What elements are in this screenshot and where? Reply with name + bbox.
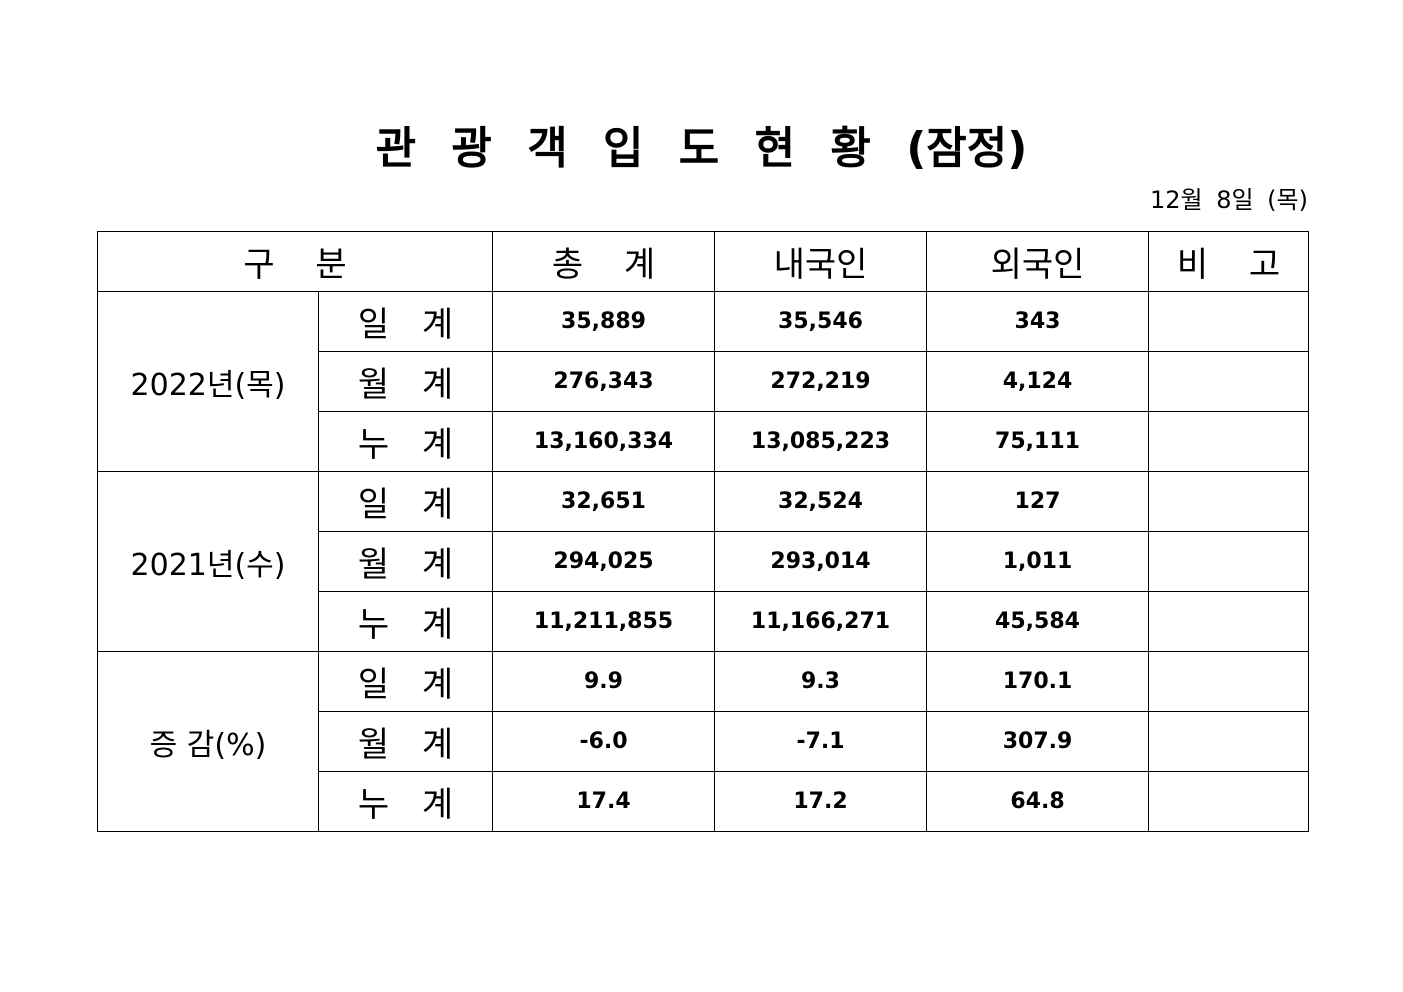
value-cell: 9.9: [492, 651, 715, 712]
note-cell: [1148, 531, 1309, 592]
note-cell: [1148, 351, 1309, 412]
data-row: 월 계 294,025 293,014 1,011: [98, 531, 1309, 592]
date: 12월 8일 (목): [1149, 186, 1308, 214]
note-cell: [1148, 711, 1309, 772]
value-cell: 293,014: [714, 531, 927, 592]
row-label: 월 계: [318, 711, 493, 772]
row-label: 일 계: [318, 471, 493, 532]
note-cell: [1148, 651, 1309, 712]
note-cell: [1148, 771, 1309, 832]
value-cell: 11,166,271: [714, 591, 927, 652]
row-label: 일 계: [318, 291, 493, 352]
value-cell: 35,889: [492, 291, 715, 352]
data-row: 누 계 11,211,855 11,166,271 45,584: [98, 591, 1309, 652]
value-cell: 13,085,223: [714, 411, 927, 472]
data-row: 2022년(목) 일 계 35,889 35,546 343: [97, 291, 1309, 472]
value-cell: 170.1: [926, 651, 1149, 712]
row-label: 월 계: [318, 351, 493, 412]
value-cell: 1,011: [926, 531, 1149, 592]
value-cell: 11,211,855: [492, 591, 715, 652]
value-cell: 9.3: [714, 651, 927, 712]
row-label: 일 계: [318, 651, 493, 712]
value-cell: 17.4: [492, 771, 715, 832]
value-cell: 45,584: [926, 591, 1149, 652]
data-row: 2021년(수) 일 계 32,651 32,524 127: [97, 471, 1309, 652]
row-label: 누 계: [318, 771, 493, 832]
value-cell: 272,219: [714, 351, 927, 412]
value-cell: 13,160,334: [492, 411, 715, 472]
note-cell: [1148, 411, 1309, 472]
value-cell: -7.1: [714, 711, 927, 772]
data-row: 증 감(%) 일 계 9.9 9.3 170.1: [97, 651, 1309, 832]
value-cell: 276,343: [492, 351, 715, 412]
row-label: 월 계: [318, 531, 493, 592]
column-header: 내국인: [714, 231, 927, 292]
value-cell: 127: [926, 471, 1149, 532]
data-row: 월 계 -6.0 -7.1 307.9: [98, 711, 1309, 772]
value-cell: 294,025: [492, 531, 715, 592]
value-cell: 32,524: [714, 471, 927, 532]
group-label: 증 감(%): [97, 651, 319, 832]
value-cell: 307.9: [926, 711, 1149, 772]
row-label: 누 계: [318, 411, 493, 472]
data-row: 누 계 13,160,334 13,085,223 75,111: [98, 411, 1309, 472]
value-cell: 343: [926, 291, 1149, 352]
column-header: 구 분: [97, 231, 493, 292]
value-cell: 17.2: [714, 771, 927, 832]
row-label: 누 계: [318, 591, 493, 652]
group-label: 2022년(목): [97, 291, 319, 472]
value-cell: 75,111: [926, 411, 1149, 472]
value-cell: 4,124: [926, 351, 1149, 412]
note-cell: [1148, 591, 1309, 652]
value-cell: 32,651: [492, 471, 715, 532]
group-label: 2021년(수): [97, 471, 319, 652]
value-cell: 64.8: [926, 771, 1149, 832]
column-header: 비 고: [1148, 231, 1309, 292]
note-cell: [1148, 471, 1309, 532]
column-header: 외국인: [926, 231, 1149, 292]
title: 관 광 객 입 도 현 황 (잠정): [375, 123, 1028, 174]
column-header: 총 계: [492, 231, 715, 292]
data-row: 누 계 17.4 17.2 64.8: [98, 771, 1309, 832]
value-cell: 35,546: [714, 291, 927, 352]
note-cell: [1148, 291, 1309, 352]
value-cell: -6.0: [492, 711, 715, 772]
